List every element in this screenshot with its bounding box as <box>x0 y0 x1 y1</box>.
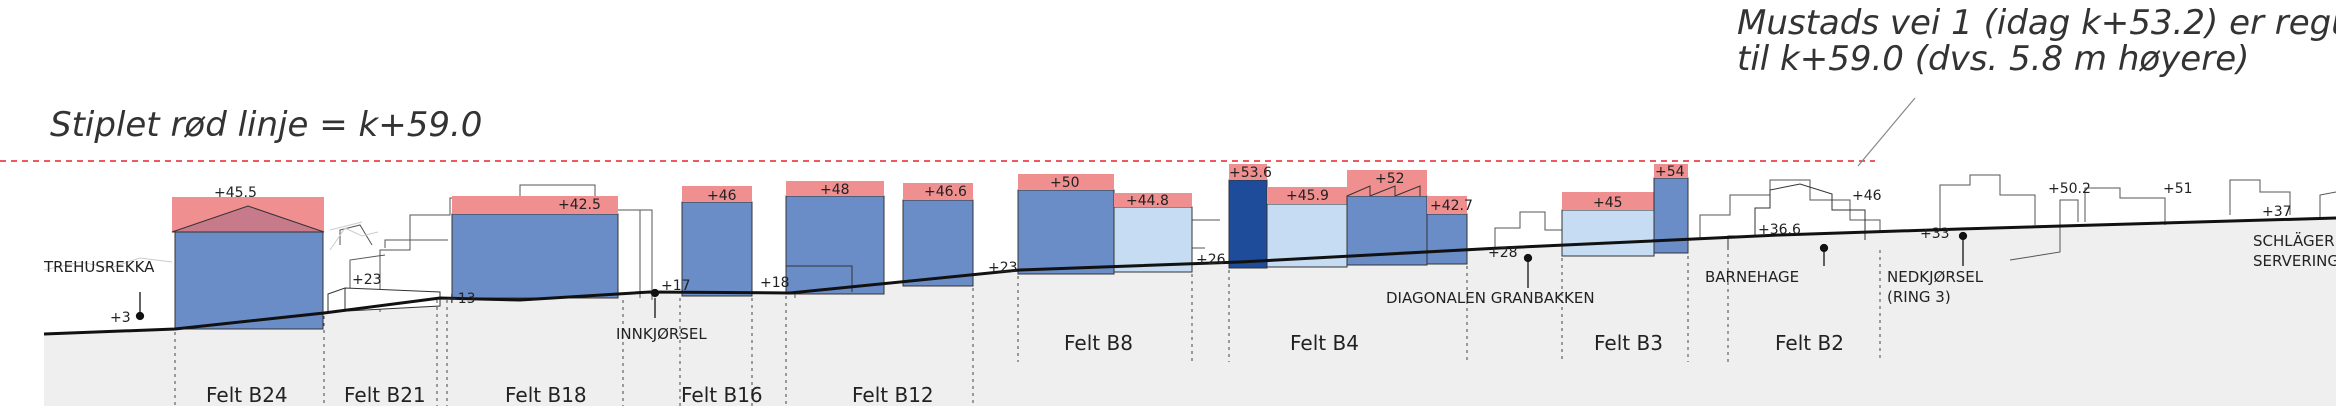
height-label: +45.9 <box>1286 188 1329 204</box>
field-b12: Felt B12 <box>852 383 934 406</box>
height-label: +51 <box>2163 181 2193 197</box>
building-b16 <box>681 201 753 297</box>
building-b8b <box>1113 206 1193 273</box>
height-label: +46 <box>707 188 737 204</box>
field-b4: Felt B4 <box>1290 331 1359 355</box>
place-barnehage: BARNEHAGE <box>1705 268 1799 286</box>
building-b18 <box>451 213 619 299</box>
building-b4c <box>1426 213 1468 265</box>
height-label: +36.6 <box>1758 222 1801 238</box>
sawtooth-roof <box>1346 185 1421 197</box>
volume-b4-dark-red <box>1229 164 1267 180</box>
height-label: +46.6 <box>924 184 967 200</box>
height-label: +50.2 <box>2048 181 2091 197</box>
ground-label: +28 <box>1488 245 1518 261</box>
mustad-note-line1: Mustads vei 1 (idag k+53.2) er regulert <box>1737 3 2336 43</box>
height-label: +45 <box>1593 195 1623 211</box>
height-label: +37 <box>2262 204 2292 220</box>
field-dividers <box>174 250 1881 406</box>
field-b16: Felt B16 <box>681 383 763 406</box>
ground-label: +26 <box>1196 252 1226 268</box>
volume-b4c-red <box>1427 196 1467 214</box>
volume-b4a-red <box>1267 187 1347 204</box>
place-diagonalen: DIAGONALEN GRANBAKKEN <box>1386 289 1595 307</box>
note-pointer <box>1857 97 1916 167</box>
volume-b3b-red <box>1654 164 1688 178</box>
dashed-line-note: Stiplet rød linje = k+59.0 <box>50 105 482 145</box>
volume-b16-red <box>682 186 752 202</box>
place-schlager: SCHLÄGER <box>2253 231 2335 250</box>
height-label: +42.5 <box>558 197 601 213</box>
place-servering: SERVERING <box>2253 252 2336 270</box>
building-b8a <box>1017 189 1115 275</box>
field-b24: Felt B24 <box>206 383 288 406</box>
height-label: +44.8 <box>1126 193 1169 209</box>
volume-b3a-red <box>1562 192 1654 210</box>
field-b3: Felt B3 <box>1594 331 1663 355</box>
ground-label: +23 <box>988 260 1018 276</box>
ground-fill <box>44 218 2336 406</box>
ground-line <box>43 216 2336 336</box>
height-label: +45.5 <box>214 185 257 201</box>
ground-label: +33 <box>1920 226 1950 242</box>
building-b3a <box>1561 209 1655 257</box>
building-b4-dark <box>1228 179 1268 269</box>
ground-label: +3 <box>110 310 131 326</box>
height-label: +54 <box>1655 164 1685 180</box>
volume-b12b-red <box>903 183 973 200</box>
height-label: +42.7 <box>1430 198 1473 214</box>
volume-b8a-red <box>1018 174 1114 190</box>
height-label: +52 <box>1375 171 1405 187</box>
sketch-lines <box>43 221 379 271</box>
building-b12b <box>902 199 974 287</box>
place-trehusrekka: TREHUSREKKA <box>43 258 155 276</box>
place-ring3: (RING 3) <box>1887 288 1951 306</box>
height-label: +50 <box>1050 175 1080 191</box>
ground-label: +18 <box>760 275 790 291</box>
field-b21: Felt B21 <box>344 383 426 406</box>
field-b18: Felt B18 <box>505 383 587 406</box>
height-label: +53.6 <box>1229 165 1272 181</box>
ground-label: +23 <box>352 272 382 288</box>
building-b21 <box>327 287 441 313</box>
marker-pins <box>135 231 1968 321</box>
volume-b4b-red <box>1347 170 1427 196</box>
volume-b8b-red <box>1114 193 1192 207</box>
ground-label: +17 <box>661 278 691 294</box>
field-b8: Felt B8 <box>1064 331 1133 355</box>
height-label: +48 <box>820 182 850 198</box>
building-b24 <box>174 231 324 330</box>
height-label: +46 <box>1852 188 1882 204</box>
volume-b18-red <box>452 196 618 214</box>
volume-b12a-red <box>786 181 884 196</box>
place-nedkjorsel: NEDKJØRSEL <box>1887 268 1984 286</box>
building-b12a <box>785 195 885 295</box>
field-b2: Felt B2 <box>1775 331 1844 355</box>
ground-label: +13 <box>446 291 476 307</box>
mustad-note-line2: til k+59.0 (dvs. 5.8 m høyere) <box>1737 39 2249 79</box>
place-innkjorsel: INNKJØRSEL <box>616 325 707 343</box>
